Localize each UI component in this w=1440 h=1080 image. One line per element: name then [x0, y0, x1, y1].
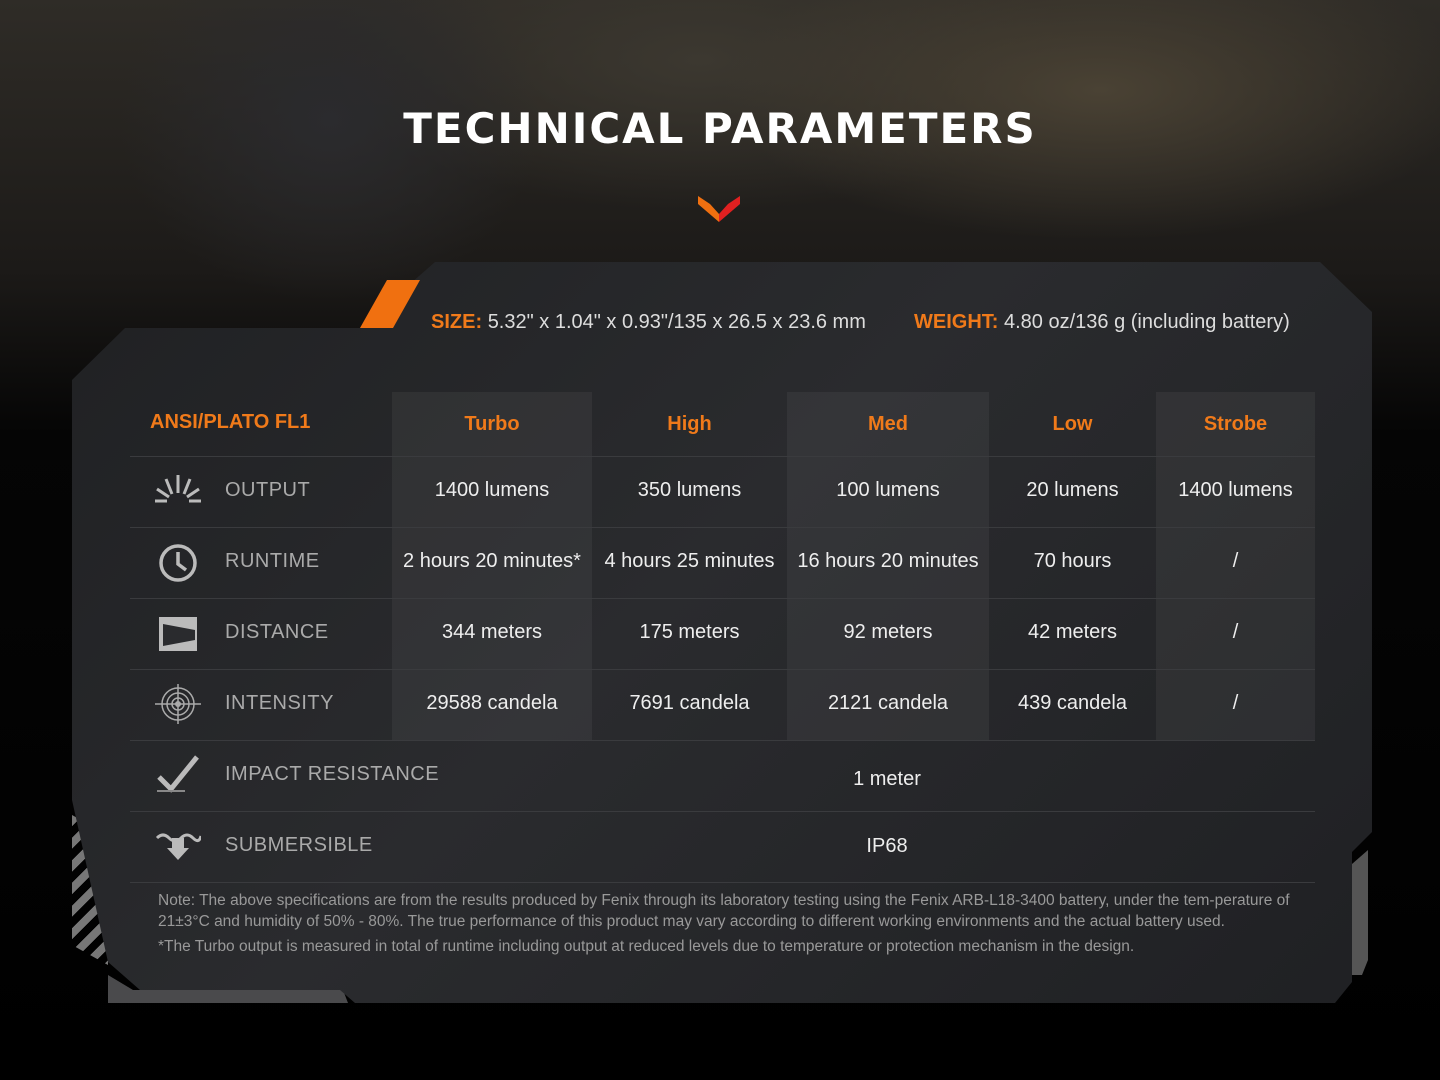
- column-bg: [392, 392, 592, 740]
- weight-spec: WEIGHT: 4.80 oz/136 g (including battery…: [914, 311, 1290, 333]
- clock-icon: [159, 544, 197, 582]
- table-cell: 4 hours 25 minutes: [604, 550, 775, 572]
- table-cell: 175 meters: [639, 621, 740, 643]
- table-cell: 2121 candela: [827, 692, 949, 714]
- table-cell: /: [1232, 692, 1239, 714]
- table-cell: 1400 lumens: [434, 479, 550, 501]
- column-bg: [1156, 392, 1315, 740]
- table-cell: 350 lumens: [637, 479, 742, 501]
- mode-header: Med: [868, 413, 908, 435]
- table-cell: /: [1232, 550, 1239, 572]
- table-cell: 344 meters: [441, 621, 543, 643]
- row-label: SUBMERSIBLE: [225, 834, 373, 856]
- table-cell: 70 hours: [1033, 550, 1112, 572]
- table-cell: 2 hours 20 minutes*: [403, 550, 581, 572]
- table-cell: 1 meter: [853, 768, 921, 790]
- size-spec: SIZE: 5.32" x 1.04" x 0.93"/135 x 26.5 x…: [431, 311, 866, 333]
- row-label: OUTPUT: [225, 479, 311, 501]
- mode-header: Strobe: [1203, 413, 1268, 435]
- table-cell: /: [1232, 621, 1239, 643]
- standard-header: ANSI/PLATO FL1: [150, 411, 311, 433]
- decor-edge: [1352, 850, 1368, 975]
- target-icon: [155, 684, 201, 724]
- mode-header: Turbo: [464, 413, 520, 435]
- table-cell: 92 meters: [843, 621, 933, 643]
- water-icon: [155, 833, 201, 860]
- table-cell: 7691 candela: [629, 692, 750, 714]
- impact-check-icon: [157, 755, 199, 793]
- table-cell: 29588 candela: [426, 692, 558, 714]
- page-title: TECHNICAL PARAMETERS: [403, 104, 1037, 153]
- table-cell: 20 lumens: [1026, 479, 1119, 501]
- table-cell: 1400 lumens: [1178, 479, 1293, 501]
- column-bg: [787, 392, 989, 740]
- mode-header: Low: [1052, 413, 1093, 435]
- table-cell: 42 meters: [1028, 621, 1117, 643]
- row-label: RUNTIME: [225, 550, 320, 572]
- mode-header: High: [667, 413, 712, 435]
- table-cell: 100 lumens: [836, 479, 940, 501]
- sun-burst-icon: [155, 475, 201, 503]
- row-label: IMPACT RESISTANCE: [225, 763, 440, 785]
- table-cell: 16 hours 20 minutes: [797, 550, 979, 572]
- table-cell: 439 candela: [1018, 692, 1127, 714]
- table-cell: IP68: [866, 835, 908, 857]
- beam-distance-icon: [159, 617, 197, 651]
- chevron-down-icon: [698, 196, 740, 222]
- note-text: Note: The above specifications are from …: [158, 892, 1290, 955]
- row-label: INTENSITY: [225, 692, 334, 714]
- row-label: DISTANCE: [225, 621, 329, 643]
